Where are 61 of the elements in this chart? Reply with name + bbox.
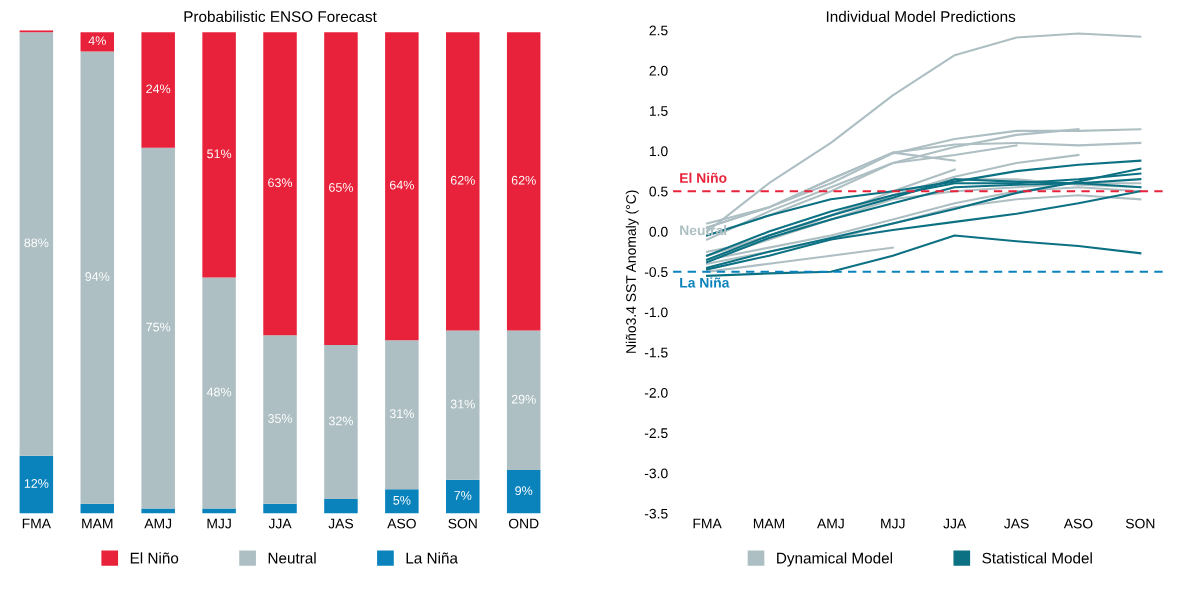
x-tick-label: FMA <box>693 518 722 529</box>
y-tick-label: 0.0 <box>649 226 668 237</box>
y-tick-label: -1.0 <box>644 307 668 318</box>
legend-label: Neutral <box>268 552 316 564</box>
data-label: 63% <box>268 178 293 188</box>
data-label: 12% <box>24 479 49 488</box>
data-label: 51% <box>207 149 232 159</box>
ref-line-label: La Niña <box>680 277 730 288</box>
y-tick-label: -2.5 <box>644 428 668 439</box>
x-tick-label: SON <box>448 518 477 529</box>
x-tick-label: MAM <box>82 518 113 529</box>
y-tick-label: -0.5 <box>644 267 668 277</box>
data-label: 31% <box>389 409 414 419</box>
data-label: 65% <box>329 183 354 192</box>
y-tick-label: 1.5 <box>649 106 668 116</box>
data-label: 7% <box>454 491 472 500</box>
y-tick-label: 1.0 <box>649 146 668 157</box>
y-tick-label: 0.5 <box>649 186 668 197</box>
y-tick-label: -1.5 <box>644 347 668 358</box>
data-label: 24% <box>146 84 171 94</box>
data-label: 32% <box>328 416 354 426</box>
data-label: 94% <box>85 272 110 281</box>
x-tick-label: MAM <box>753 518 785 529</box>
ref-line-label: El Niño <box>680 172 727 183</box>
data-label: 5% <box>393 495 411 505</box>
data-label: 62% <box>450 175 475 185</box>
chart-title: Individual Model Predictions <box>826 10 1016 23</box>
y-tick-label: -3.5 <box>644 508 668 519</box>
data-label: 48% <box>206 387 232 397</box>
x-tick-label: ASO <box>387 518 416 529</box>
x-tick-label: FMA <box>22 518 51 529</box>
data-label: 64% <box>389 180 414 190</box>
x-tick-label: OND <box>508 518 539 529</box>
data-label: 35% <box>268 414 293 423</box>
x-tick-label: JAS <box>328 518 354 529</box>
x-tick-label: MJJ <box>881 518 905 529</box>
y-tick-label: 2.0 <box>649 65 668 76</box>
data-label: 9% <box>515 486 533 496</box>
chart-title: Probabilistic ENSO Forecast <box>184 10 377 23</box>
x-tick-label: SON <box>1125 518 1155 529</box>
legend-label: Statistical Model <box>982 552 1092 564</box>
legend-label: La Niña <box>406 552 458 564</box>
x-tick-label: JAS <box>1004 518 1029 529</box>
data-label: 31% <box>450 399 475 409</box>
data-label: 75% <box>146 322 171 332</box>
x-tick-label: MJJ <box>207 518 231 529</box>
x-tick-label: JJA <box>268 518 292 529</box>
data-label: 29% <box>511 394 536 404</box>
data-label: 62% <box>511 175 536 185</box>
x-tick-label: AMJ <box>817 518 844 529</box>
x-tick-label: AMJ <box>144 518 172 529</box>
data-label: 88% <box>24 238 49 248</box>
y-axis-title: Niño3.4 SST Anomaly (°C) <box>625 190 639 353</box>
legend-label: Dynamical Model <box>777 552 893 567</box>
x-tick-label: ASO <box>1063 518 1093 529</box>
x-tick-label: JJA <box>943 518 967 529</box>
legend-label: El Niño <box>130 552 179 564</box>
data-label: 4% <box>88 36 106 46</box>
y-tick-label: -3.0 <box>644 468 668 479</box>
y-tick-label: -2.0 <box>644 387 668 398</box>
y-tick-label: 2.5 <box>649 25 668 36</box>
